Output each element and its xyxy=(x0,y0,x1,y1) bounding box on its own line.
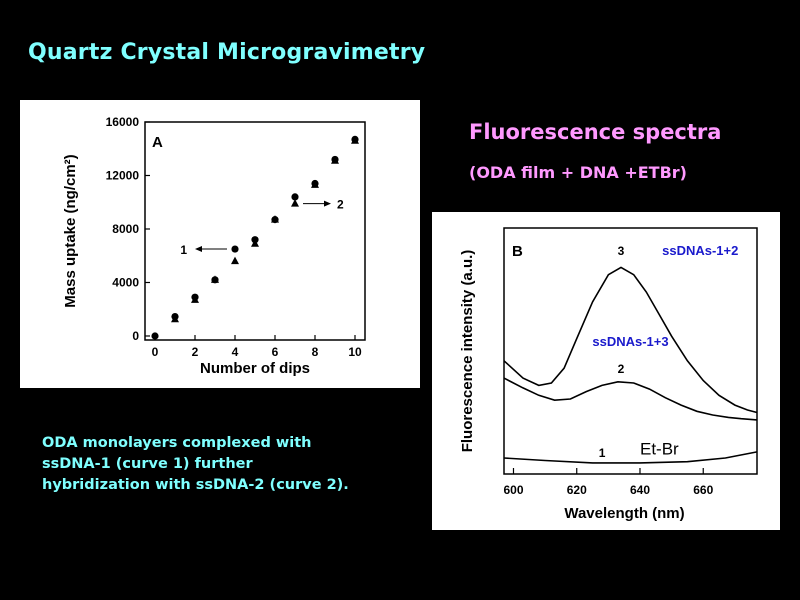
caption-line: hybridization with ssDNA-2 (curve 2). xyxy=(42,477,349,493)
curve-legend-label: ssDNAs-1+2 xyxy=(662,243,738,258)
x-tick-label: 620 xyxy=(567,483,587,497)
spectrum-curve-3 xyxy=(503,266,758,414)
annotation-label: 1 xyxy=(180,243,187,257)
x-tick-label: 640 xyxy=(630,483,650,497)
x-axis-label: Wavelength (nm) xyxy=(564,505,684,522)
panel-label: A xyxy=(152,134,163,151)
caption-line: ODA monolayers complexed with xyxy=(42,435,312,451)
x-tick-label: 2 xyxy=(192,345,199,359)
x-axis-label: Number of dips xyxy=(200,360,310,377)
data-point-series-2 xyxy=(311,180,319,188)
x-tick-label: 4 xyxy=(232,345,239,359)
curve-number-label: 1 xyxy=(599,446,606,460)
data-point-series-2 xyxy=(331,156,339,164)
x-tick-label: 8 xyxy=(312,345,319,359)
slide-title: Quartz Crystal Microgravimetry xyxy=(28,40,426,65)
x-tick-label: 10 xyxy=(348,345,362,359)
curve-number-label: 3 xyxy=(618,244,625,258)
mass-uptake-chart: 0 2 4 6 8 10 0 4000 8000 12000 16000 Number of dips… xyxy=(62,115,366,377)
annotation-arrow-head xyxy=(324,200,331,207)
fluorescence-chart-panel: 600 620 640 660 Wavelength (nm) Fluorescence … xyxy=(432,212,780,530)
data-point-series-2 xyxy=(231,256,239,265)
data-point-series-1 xyxy=(231,245,239,253)
spectrum-curve-1 xyxy=(503,451,758,464)
data-point-series-2 xyxy=(251,239,259,247)
data-point-series-2 xyxy=(291,199,299,207)
figure-caption: ODA monolayers complexed with ssDNA-1 (c… xyxy=(42,433,402,496)
curve-legend-label: Et-Br xyxy=(640,439,679,458)
y-tick-label: 0 xyxy=(132,329,139,343)
x-tick-label: 6 xyxy=(272,345,279,359)
caption-line: ssDNA-1 (curve 1) further xyxy=(42,456,253,472)
curve-legend-label: ssDNAs-1+3 xyxy=(592,334,668,349)
data-point-series-2 xyxy=(191,295,199,303)
annotation-arrow-head xyxy=(195,246,202,253)
data-point-series-1 xyxy=(291,193,299,201)
plot-frame xyxy=(144,121,366,341)
data-point-series-2 xyxy=(351,136,359,144)
curve-number-label: 2 xyxy=(618,362,625,376)
plot-frame xyxy=(503,227,758,475)
data-point-series-1 xyxy=(151,332,159,340)
y-tick-label: 12000 xyxy=(106,168,140,182)
y-tick-label: 8000 xyxy=(112,222,139,236)
data-point-series-2 xyxy=(171,314,179,323)
fluorescence-title: Fluorescence spectra xyxy=(469,120,722,144)
y-tick-label: 4000 xyxy=(112,275,139,289)
y-axis-label: Mass uptake (ng/cm²) xyxy=(62,154,79,307)
x-tick-label: 660 xyxy=(693,483,713,497)
x-tick-label: 600 xyxy=(503,483,523,497)
y-tick-label: 16000 xyxy=(106,115,140,129)
x-tick-label: 0 xyxy=(152,345,159,359)
data-point-series-2 xyxy=(211,275,219,283)
fluorescence-subtitle: (ODA film + DNA +ETBr) xyxy=(469,163,687,182)
annotation-label: 2 xyxy=(337,198,344,212)
spectrum-curve-2 xyxy=(503,377,758,421)
data-point-series-2 xyxy=(271,215,279,223)
y-axis-label: Fluorescence intensity (a.u.) xyxy=(459,250,476,453)
mass-uptake-chart-panel: 0 2 4 6 8 10 0 4000 8000 12000 16000 Number of dips… xyxy=(20,100,420,388)
panel-label: B xyxy=(512,243,523,260)
fluorescence-chart: 600 620 640 660 Wavelength (nm) Fluorescence … xyxy=(459,227,758,522)
